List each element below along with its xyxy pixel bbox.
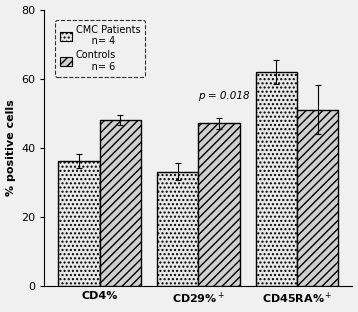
Bar xyxy=(157,172,198,285)
Bar xyxy=(297,110,338,285)
Legend: CMC Patients
     n= 4, Controls
     n= 6: CMC Patients n= 4, Controls n= 6 xyxy=(55,20,145,77)
Text: p = 0.018: p = 0.018 xyxy=(198,91,250,101)
Bar xyxy=(58,161,100,285)
Bar xyxy=(256,72,297,285)
Bar xyxy=(100,120,141,285)
Bar xyxy=(198,124,240,285)
Y-axis label: % positive cells: % positive cells xyxy=(6,99,15,196)
